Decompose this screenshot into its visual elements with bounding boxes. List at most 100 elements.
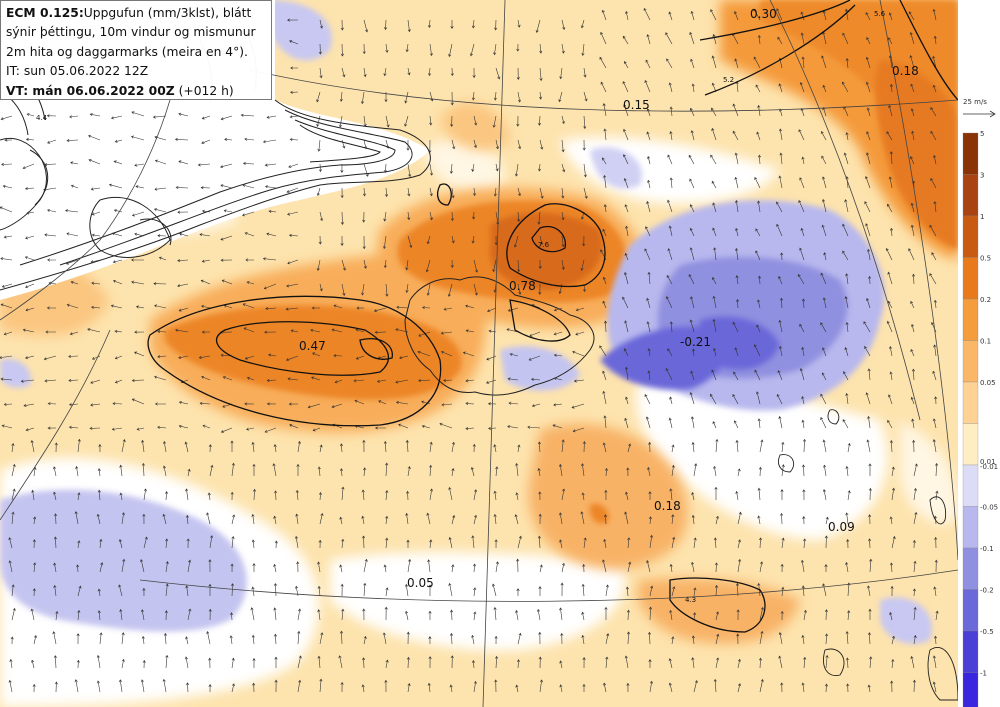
wind-arrow [689, 178, 695, 189]
wind-arrow [517, 632, 522, 645]
wind-arrow [538, 656, 542, 669]
wind-arrow [451, 441, 455, 453]
wind-arrow [4, 138, 13, 142]
wind-arrow [803, 538, 807, 549]
wind-arrow [65, 209, 79, 213]
wind-arrow [451, 564, 455, 573]
wind-arrow [317, 585, 321, 597]
wind-arrow [339, 468, 344, 477]
distant-coastlines [778, 409, 958, 701]
wind-arrow [559, 539, 563, 549]
wind-arrow [644, 248, 651, 261]
wind-arrow [690, 416, 695, 429]
wind-arrow [571, 403, 585, 409]
wind-arrow [246, 427, 255, 431]
wind-arrow [622, 35, 629, 45]
wind-arrow [842, 250, 849, 261]
wind-scale-arrow [963, 110, 996, 118]
wind-arrow [582, 683, 586, 692]
wind-arrow [583, 187, 588, 199]
wind-arrow [244, 232, 255, 237]
wind-arrow [262, 257, 277, 261]
wind-arrow [52, 631, 57, 645]
wind-arrow [912, 679, 916, 693]
wind-arrow [405, 43, 409, 53]
wind-arrow [264, 427, 277, 433]
wind-arrow [734, 152, 739, 165]
wind-arrow [736, 609, 740, 621]
wind-arrow [912, 439, 916, 453]
wind-arrow [89, 426, 101, 430]
wind-arrow [3, 402, 13, 406]
wind-arrow [108, 183, 123, 189]
wind-arrow [451, 235, 455, 244]
wind-arrow [867, 248, 871, 261]
wind-arrow [154, 304, 167, 309]
wind-arrow [338, 115, 343, 128]
wind-arrow [22, 163, 35, 170]
wind-arrow [780, 252, 784, 261]
wind-arrow [846, 538, 850, 549]
wind-arrow [537, 211, 541, 225]
wind-arrow [316, 91, 321, 103]
wind-arrow [142, 513, 146, 525]
legend-label: -0.1 [980, 545, 994, 553]
wind-arrow [583, 537, 587, 549]
wind-arrow [319, 678, 323, 693]
wind-arrow [623, 128, 629, 141]
wind-arrow [398, 423, 409, 429]
wind-arrow [776, 201, 783, 213]
wind-arrow [184, 441, 189, 453]
legend-label: 0.01 [980, 458, 996, 466]
wind-arrow [266, 232, 277, 237]
wind-arrow [405, 259, 409, 271]
wind-arrow [135, 305, 145, 309]
wind-arrow [310, 328, 321, 333]
wind-arrow [295, 489, 299, 501]
wind-arrow [866, 107, 871, 117]
wind-arrow [737, 683, 741, 693]
wind-arrow [693, 612, 697, 621]
wind-arrow [231, 536, 235, 549]
wind-arrow [208, 583, 212, 596]
wind-arrow [712, 276, 717, 285]
wind-arrow [603, 415, 607, 429]
wind-arrow [801, 156, 805, 165]
wind-arrow [164, 491, 169, 501]
wind-arrow [886, 131, 893, 141]
wind-arrow [690, 10, 695, 21]
wind-arrow [754, 369, 761, 381]
wind-arrow [11, 488, 16, 501]
wind-arrow [385, 659, 389, 669]
wind-arrow [222, 376, 233, 381]
wind-arrow [757, 299, 761, 309]
wind-arrow [90, 403, 101, 407]
wind-arrow [76, 659, 80, 669]
value-label: 5.6 [874, 10, 886, 18]
wind-arrow [605, 584, 609, 597]
wind-arrow [691, 441, 695, 453]
wind-arrow [559, 67, 563, 80]
wind-arrow [801, 419, 805, 429]
wind-arrow [220, 235, 233, 241]
wind-arrow [736, 298, 740, 309]
wind-arrow [244, 137, 255, 141]
wind-arrow [581, 492, 585, 501]
wind-arrow [165, 583, 169, 597]
wind-arrow [443, 378, 453, 382]
wind-arrow [53, 536, 58, 549]
wind-arrow [140, 679, 145, 693]
wind-arrow [690, 296, 695, 309]
wind-arrow [30, 608, 35, 621]
wind-arrow [54, 442, 58, 453]
wind-arrow [385, 490, 389, 501]
wind-arrow [220, 184, 233, 189]
wind-arrow [448, 486, 453, 501]
wind-arrow [646, 321, 651, 333]
wind-arrow [76, 564, 80, 573]
wind-arrow [757, 418, 761, 429]
wind-arrow [822, 489, 827, 501]
wind-arrow [737, 658, 741, 669]
wind-arrow [290, 329, 299, 333]
